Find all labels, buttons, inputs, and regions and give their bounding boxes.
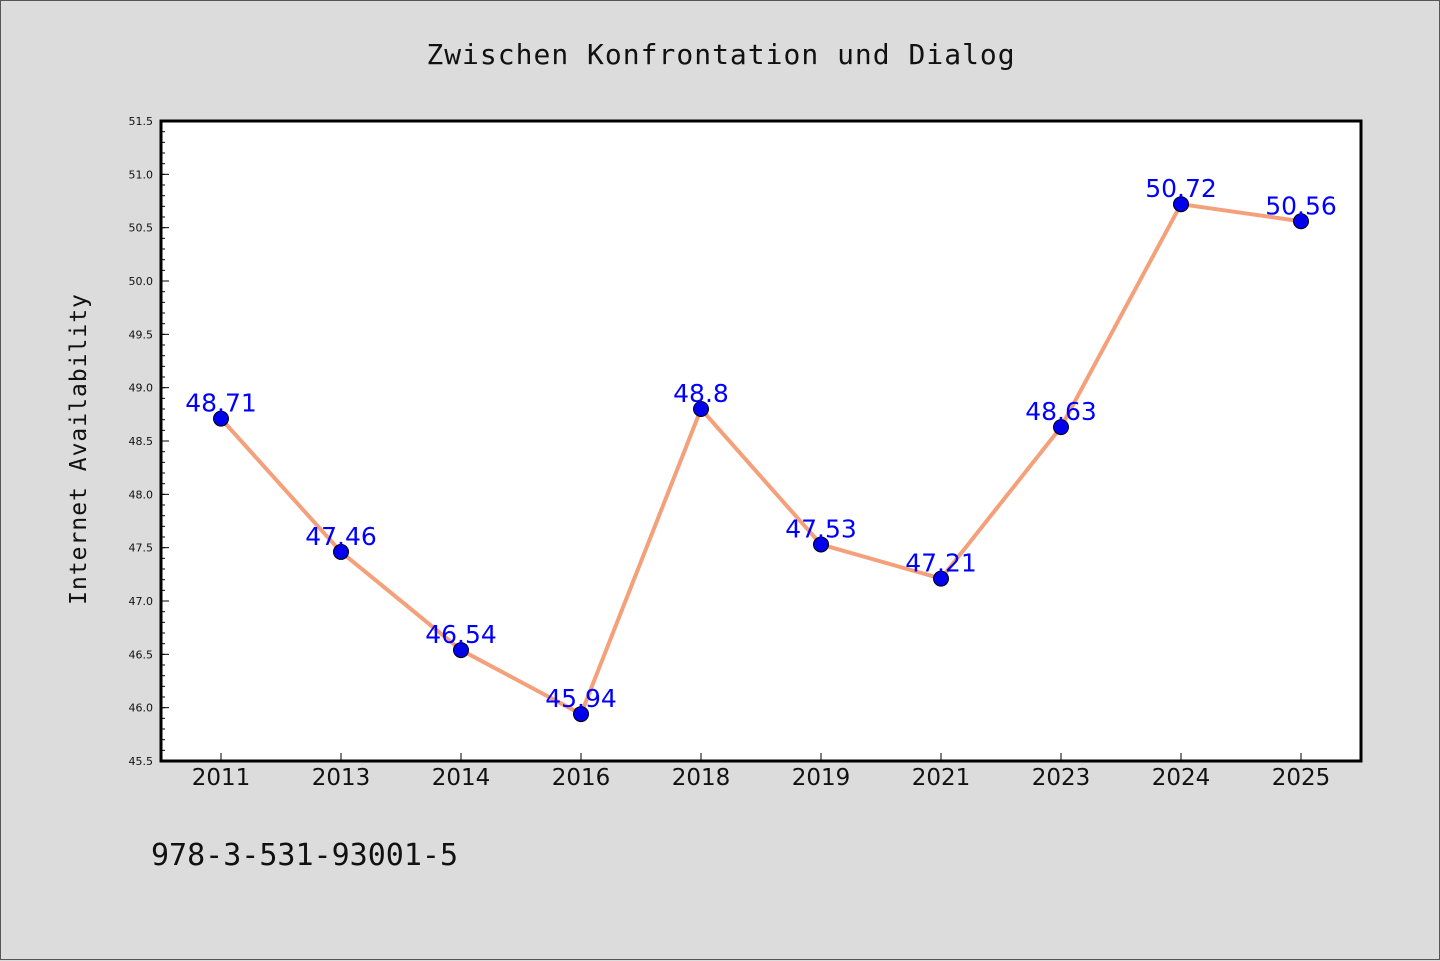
data-point-label: 46.54 bbox=[425, 620, 497, 649]
data-point-label: 48.71 bbox=[185, 389, 257, 418]
y-tick-label: 46.0 bbox=[129, 702, 154, 715]
data-labels: 48.71 47.46 46.54 45.94 48.8 47.53 47.21 48.63 5… bbox=[185, 174, 1337, 713]
plot-area bbox=[159, 119, 1363, 763]
data-point-label: 47.21 bbox=[905, 549, 977, 578]
x-tick-label: 2021 bbox=[912, 765, 971, 791]
chart-title: Zwischen Konfrontation und Dialog bbox=[426, 38, 1015, 71]
x-tick-label: 2013 bbox=[312, 765, 371, 791]
x-tick-label: 2025 bbox=[1272, 765, 1331, 791]
data-point-marker bbox=[573, 706, 589, 723]
x-tick-label: 2018 bbox=[672, 765, 731, 791]
y-tick-label: 51.0 bbox=[129, 168, 154, 181]
y-tick-label: 45.5 bbox=[129, 755, 154, 768]
y-tick-label: 47.5 bbox=[129, 542, 154, 555]
x-tick-label: 2011 bbox=[192, 765, 251, 791]
y-tick-label: 51.5 bbox=[129, 115, 154, 128]
data-point-marker bbox=[933, 570, 949, 587]
x-axis-ticks: 2011 2013 2014 2016 2018 2019 2021 2023 2024 2025 bbox=[192, 753, 1331, 791]
series-markers bbox=[213, 196, 1309, 723]
x-tick-label: 2016 bbox=[552, 765, 611, 791]
y-tick-label: 46.5 bbox=[129, 648, 154, 661]
data-point-label: 48.8 bbox=[673, 379, 729, 408]
data-point-marker bbox=[453, 642, 469, 659]
y-tick-label: 49.0 bbox=[129, 382, 154, 395]
y-tick-label: 50.0 bbox=[129, 275, 154, 288]
data-point-marker bbox=[1293, 213, 1309, 230]
data-point-label: 50.72 bbox=[1145, 174, 1217, 203]
x-tick-label: 2023 bbox=[1032, 765, 1091, 791]
x-tick-label: 2014 bbox=[432, 765, 491, 791]
data-point-marker bbox=[333, 543, 349, 560]
data-point-marker bbox=[693, 401, 709, 417]
data-point-marker bbox=[813, 536, 829, 553]
data-point-marker bbox=[1053, 419, 1069, 436]
data-point-label: 47.46 bbox=[305, 522, 377, 551]
data-point-marker bbox=[213, 410, 229, 427]
data-point-label: 48.63 bbox=[1025, 397, 1097, 426]
y-tick-label: 50.5 bbox=[129, 222, 154, 235]
data-point-label: 45.94 bbox=[545, 684, 617, 713]
series-line bbox=[219, 202, 1302, 717]
isbn-annotation: 978-3-531-93001-5 bbox=[151, 838, 458, 873]
data-point-label: 50.56 bbox=[1265, 191, 1337, 220]
data-point-marker bbox=[1173, 196, 1189, 213]
y-tick-label: 48.5 bbox=[129, 435, 154, 448]
x-tick-label: 2024 bbox=[1152, 765, 1211, 791]
y-tick-label: 47.0 bbox=[129, 595, 154, 608]
y-tick-label: 49.5 bbox=[129, 328, 154, 341]
x-tick-label: 2019 bbox=[792, 765, 851, 791]
y-axis-label: Internet Availability bbox=[66, 293, 92, 605]
y-axis-ticks: 45.5 46.0 46.5 47.0 47.5 48.0 48.5 49.0 49.5 50.0… bbox=[129, 115, 169, 768]
data-point-label: 47.53 bbox=[785, 514, 857, 543]
y-tick-label: 48.0 bbox=[129, 488, 154, 501]
